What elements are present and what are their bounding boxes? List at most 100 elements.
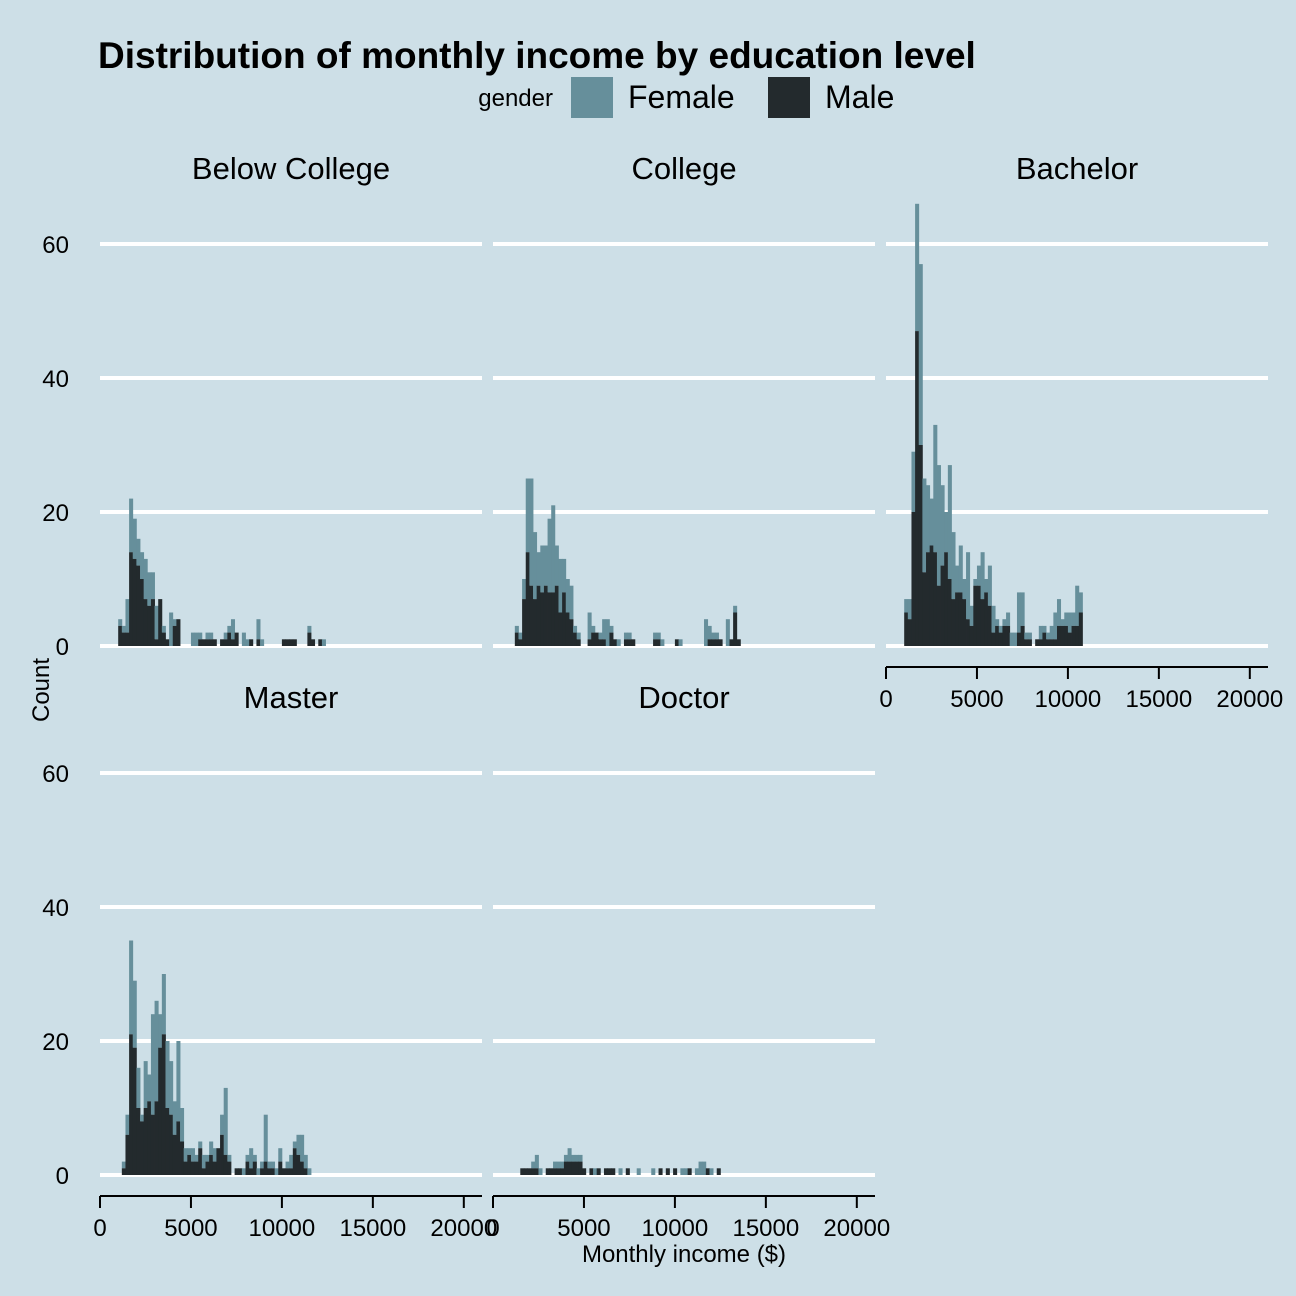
bar-female bbox=[140, 1114, 145, 1122]
bar-female bbox=[132, 518, 137, 559]
bar-male bbox=[602, 639, 607, 646]
bar-male bbox=[1053, 639, 1058, 646]
y-tick-label-0: 0 bbox=[56, 634, 69, 661]
bar-male bbox=[929, 545, 934, 646]
bar-female bbox=[567, 1148, 572, 1162]
legend-key-female bbox=[571, 77, 613, 118]
bar-female bbox=[591, 625, 596, 633]
bar-female bbox=[574, 1154, 579, 1162]
y-tick-label-60: 60 bbox=[42, 232, 69, 259]
y-axis-title: Count bbox=[28, 658, 55, 722]
bar-female bbox=[150, 572, 155, 600]
bar-male bbox=[1016, 632, 1022, 646]
bar-male bbox=[252, 1161, 257, 1175]
y-tick-label-0: 0 bbox=[56, 1163, 69, 1190]
bar-female bbox=[1024, 632, 1029, 640]
bar-female bbox=[169, 1061, 174, 1115]
bar-male bbox=[227, 1161, 232, 1175]
bar-female bbox=[1046, 632, 1051, 640]
bar-female bbox=[176, 1041, 181, 1122]
bar-female bbox=[260, 1161, 265, 1169]
bar-female bbox=[616, 639, 621, 646]
bar-male bbox=[150, 1114, 155, 1175]
bar-female bbox=[136, 538, 141, 566]
bar-male bbox=[571, 1161, 576, 1175]
bar-male bbox=[220, 639, 225, 646]
bar-male bbox=[995, 625, 1000, 646]
bar-male bbox=[947, 579, 952, 646]
bar-male bbox=[1020, 625, 1025, 646]
bar-female bbox=[169, 612, 174, 646]
bar-male bbox=[205, 639, 210, 646]
bar-male bbox=[613, 639, 618, 646]
bar-male bbox=[933, 552, 938, 646]
bar-male bbox=[627, 639, 632, 646]
bar-female bbox=[522, 579, 527, 600]
bar-male bbox=[711, 639, 716, 646]
panel-master: Master 0 20 40 60 0 5000 10000 15000 20000 bbox=[42, 680, 497, 1242]
bars-bachelor bbox=[904, 203, 1083, 646]
bar-female bbox=[227, 625, 232, 633]
bar-female bbox=[627, 632, 632, 640]
bar-female bbox=[292, 1141, 297, 1149]
bar-male bbox=[132, 558, 137, 646]
y-tick-label-40: 40 bbox=[42, 895, 69, 922]
bar-male bbox=[520, 1168, 525, 1175]
bar-male bbox=[147, 605, 152, 646]
y-tick-label-20: 20 bbox=[42, 1029, 69, 1056]
bar-male bbox=[665, 1168, 670, 1175]
bar-female bbox=[1038, 625, 1043, 640]
bar-female bbox=[230, 619, 236, 640]
bars-college bbox=[514, 478, 741, 646]
bar-male bbox=[234, 1168, 239, 1175]
bar-male bbox=[1035, 639, 1040, 646]
bar-female bbox=[129, 940, 134, 1035]
bar-male bbox=[962, 599, 967, 646]
bar-female bbox=[556, 1161, 561, 1169]
bar-female bbox=[212, 1148, 217, 1162]
bar-female bbox=[598, 632, 603, 640]
bar-female bbox=[918, 264, 923, 445]
bar-female bbox=[1013, 632, 1018, 646]
bar-male bbox=[705, 1168, 710, 1175]
bar-female bbox=[926, 485, 931, 553]
bar-male bbox=[529, 585, 534, 646]
bar-female bbox=[249, 1148, 254, 1169]
bar-male bbox=[212, 1161, 217, 1175]
bar-female bbox=[576, 632, 581, 640]
bar-male bbox=[165, 1108, 170, 1175]
bar-female bbox=[907, 599, 912, 620]
bar-male bbox=[1046, 639, 1051, 646]
bar-male bbox=[565, 612, 570, 646]
bar-female bbox=[578, 1154, 583, 1162]
y-tick-label-40: 40 bbox=[42, 366, 69, 393]
bar-female bbox=[540, 545, 545, 593]
x-tick-label-10000: 10000 bbox=[249, 1215, 316, 1242]
x-tick-label-20000: 20000 bbox=[1216, 686, 1283, 713]
bar-male bbox=[973, 585, 978, 646]
bar-female bbox=[536, 552, 541, 586]
bar-male bbox=[607, 1168, 612, 1175]
bar-female bbox=[256, 1168, 261, 1175]
bar-female bbox=[256, 619, 261, 640]
bar-male bbox=[573, 632, 578, 646]
bar-male bbox=[729, 639, 734, 646]
bar-female bbox=[194, 1154, 199, 1162]
bar-female bbox=[660, 639, 665, 646]
bar-male bbox=[285, 1168, 290, 1175]
bar-female bbox=[165, 1041, 170, 1108]
bar-male bbox=[311, 639, 316, 646]
bar-male bbox=[653, 639, 658, 646]
bar-male bbox=[158, 1047, 163, 1175]
facet-panels: Below College 0 20 40 60 College Bachelor 0 5000… bbox=[42, 151, 1283, 1242]
bar-male bbox=[154, 1101, 159, 1175]
bar-female bbox=[915, 203, 920, 332]
bar-male bbox=[230, 639, 236, 646]
bar-female bbox=[263, 1114, 268, 1162]
legend-label-female: Female bbox=[628, 79, 735, 115]
bar-female bbox=[285, 1161, 290, 1169]
bar-female bbox=[252, 1154, 257, 1162]
bar-male bbox=[915, 331, 920, 646]
bar-male bbox=[716, 1168, 721, 1175]
bar-female bbox=[296, 1134, 301, 1155]
